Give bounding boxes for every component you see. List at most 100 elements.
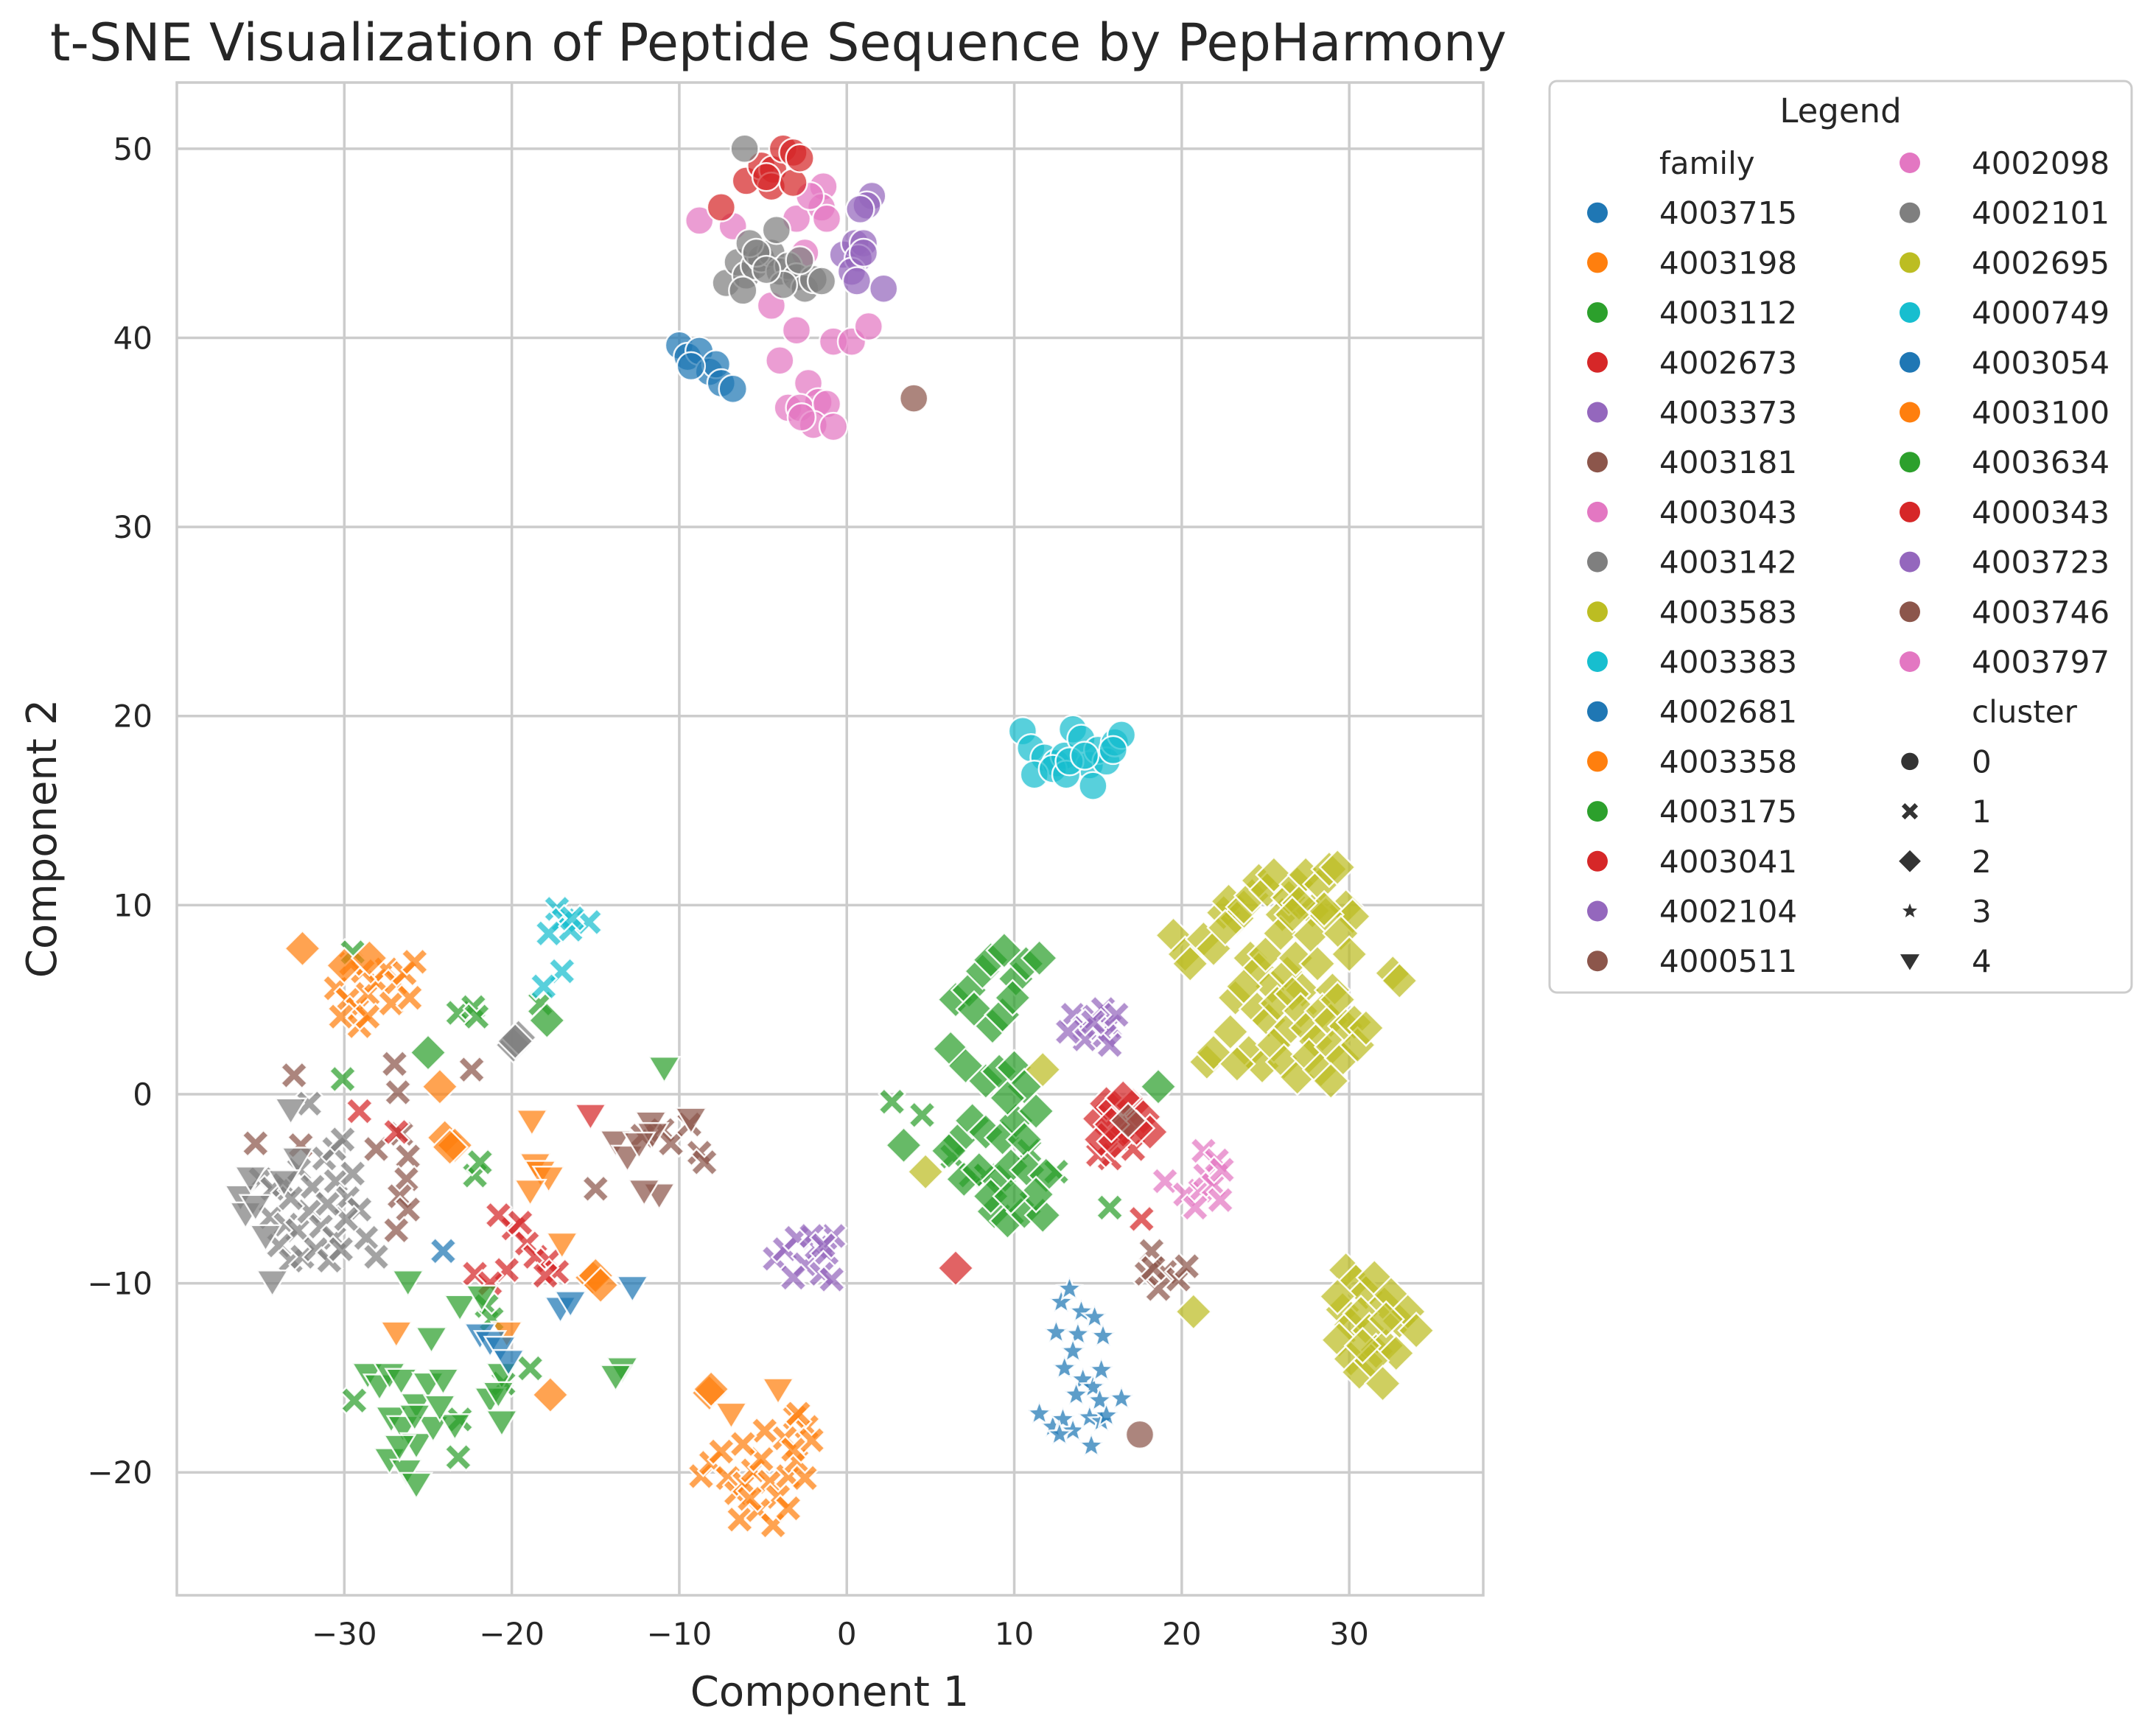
data-point-4003373 — [848, 237, 879, 268]
data-point-4003175 — [1095, 1193, 1124, 1222]
y-tick-label: 30 — [113, 509, 153, 545]
data-point-4003746 — [1109, 1102, 1147, 1140]
data-point-4003358 — [714, 1401, 749, 1430]
x-axis-label: Component 1 — [690, 1668, 970, 1716]
data-point-4002695 — [1367, 1300, 1405, 1339]
data-point-4003746 — [673, 1107, 709, 1135]
y-tick-label: −10 — [87, 1266, 153, 1302]
legend-label-4002695: 4002695 — [1972, 245, 2110, 281]
data-point-4003383 — [533, 919, 564, 948]
data-point-4003583 — [1218, 1045, 1256, 1083]
legend-marker-4003198 — [1587, 252, 1608, 273]
legend-marker-4000511 — [1587, 951, 1608, 972]
data-point-4002104 — [817, 1264, 847, 1295]
data-point-4003175 — [382, 1434, 417, 1463]
y-tick-label: 50 — [113, 131, 153, 167]
data-point-4002681 — [1078, 1372, 1107, 1400]
legend-cluster-label: 3 — [1972, 894, 1992, 930]
data-point-4002681 — [1041, 1317, 1071, 1345]
data-point-4003583 — [906, 1152, 945, 1191]
data-point-4003746 — [598, 1130, 633, 1158]
y-tick-label: 0 — [133, 1077, 153, 1113]
data-point-4003583 — [1347, 1009, 1385, 1047]
y-tick-label: 40 — [113, 320, 153, 356]
x-tick-label: 10 — [995, 1616, 1034, 1652]
data-point-4003175 — [444, 1443, 473, 1472]
data-point-4002681 — [1087, 1355, 1116, 1383]
data-point-4003041 — [382, 1117, 411, 1147]
legend-label-4002101: 4002101 — [1972, 195, 2110, 231]
legend-label-4003723: 4003723 — [1972, 545, 2110, 581]
data-point-4000511 — [898, 383, 929, 413]
legend-marker-4003181 — [1587, 452, 1608, 473]
legend-marker-4003112 — [1587, 302, 1608, 323]
data-point-4003175 — [462, 1002, 491, 1032]
data-point-4003797 — [1207, 1155, 1237, 1185]
data-point-4002681 — [1062, 1379, 1091, 1407]
data-point-4002681 — [1046, 1287, 1076, 1315]
data-point-4003142 — [328, 1124, 357, 1155]
data-point-4003358 — [783, 1399, 813, 1429]
data-point-4003175 — [399, 1471, 434, 1500]
legend-marker-4003142 — [1587, 551, 1608, 573]
data-point-4003175 — [598, 1364, 633, 1393]
data-point-4003142 — [751, 254, 782, 285]
data-point-4003181 — [1138, 1253, 1168, 1283]
data-point-4003043 — [853, 311, 884, 342]
data-point-4003358 — [728, 1429, 757, 1459]
data-point-4000511 — [1124, 1419, 1155, 1450]
data-point-4002681 — [1076, 1430, 1106, 1458]
legend-entries: family 4003715 4003198 4003112 4002673 400337… — [1587, 145, 2110, 979]
data-point-4003142 — [267, 1169, 301, 1198]
legend-marker-4003634 — [1900, 452, 1920, 473]
data-point-4003797 — [1180, 1193, 1210, 1222]
data-point-4003634 — [1139, 1067, 1177, 1106]
legend-label-4003198: 4003198 — [1659, 245, 1797, 281]
data-point-4003041 — [1127, 1204, 1156, 1233]
data-point-4003142 — [233, 1165, 268, 1194]
data-point-4002681 — [1063, 1319, 1093, 1347]
data-point-4002681 — [1107, 1383, 1136, 1411]
data-point-4002104 — [808, 1231, 839, 1260]
data-point-4003358 — [725, 1505, 755, 1534]
data-point-4002673 — [751, 162, 782, 192]
legend-marker-4003583 — [1587, 601, 1608, 623]
legend-marker-4002101 — [1900, 202, 1920, 223]
data-point-4002101 — [496, 1022, 534, 1060]
data-point-4003175 — [426, 1368, 461, 1396]
legend-marker-4002695 — [1900, 252, 1920, 273]
x-tick-label: −20 — [479, 1616, 545, 1652]
data-point-4003175 — [414, 1326, 449, 1355]
data-point-4003142 — [326, 1234, 356, 1264]
data-point-4003054 — [428, 1236, 458, 1266]
data-point-4003043 — [818, 411, 849, 442]
data-point-4003181 — [379, 1049, 410, 1079]
data-point-4002695 — [1363, 1364, 1402, 1403]
data-point-4003723 — [1053, 1017, 1082, 1046]
y-axis-label: Component 2 — [18, 699, 66, 979]
data-point-4003142 — [312, 1189, 343, 1219]
legend-marker-4000343 — [1900, 501, 1920, 522]
data-point-4003041 — [531, 1261, 560, 1290]
data-point-4003043 — [765, 346, 795, 376]
data-point-4003583 — [1273, 895, 1312, 934]
data-point-4003198 — [400, 947, 430, 976]
legend-label-4003100: 4003100 — [1972, 395, 2110, 431]
data-point-4003583 — [1330, 935, 1368, 973]
data-point-4003181 — [382, 1216, 411, 1245]
data-point-4002695 — [1343, 1326, 1382, 1365]
legend-label-4002098: 4002098 — [1972, 145, 2110, 181]
data-point-4003142 — [238, 1194, 273, 1222]
data-point-4003041 — [573, 1103, 608, 1132]
data-point-4003181 — [361, 1134, 391, 1164]
data-point-4003373 — [841, 266, 872, 296]
legend-marker-4003358 — [1587, 751, 1608, 772]
data-points — [223, 133, 1435, 1540]
tick-labels: −30 −20 −10 0 10 20 30 −20 −10 0 10 20 30 40 50 — [87, 131, 1369, 1652]
data-point-4002681 — [1088, 1320, 1118, 1349]
data-point-4003175 — [340, 1386, 369, 1415]
data-point-4003198 — [350, 939, 389, 977]
data-point-4003358 — [735, 1484, 765, 1513]
data-point-4002681 — [1025, 1399, 1054, 1427]
